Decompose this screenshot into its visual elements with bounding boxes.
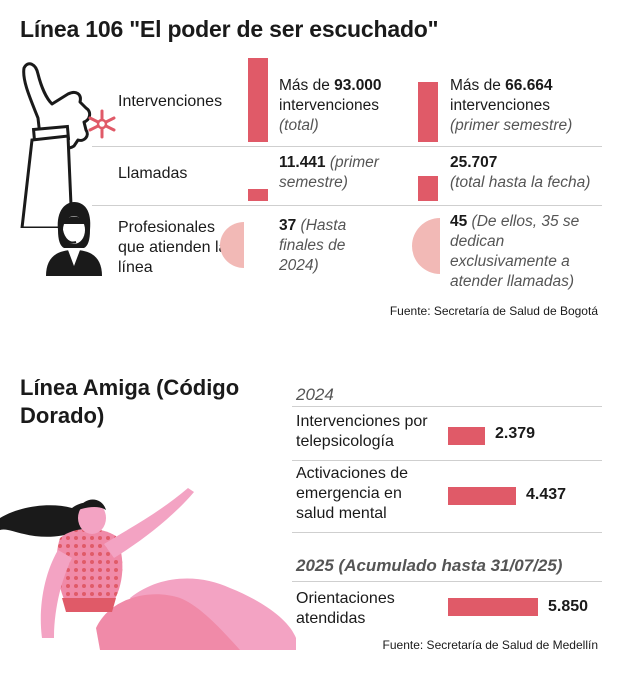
cell-note: (total hasta la fecha) [450,174,591,191]
cell-note: (De ellos, 35 se dedican exclusivamente … [450,213,580,290]
cell-value: 66.664 [505,77,553,94]
bar-orientaciones [448,598,538,616]
bar-telepsicologia [448,427,485,445]
value-activaciones: 4.437 [526,486,567,503]
label-activaciones: Activaciones de emergencia en salud ment… [296,465,409,522]
label-telepsicologia: Intervenciones por telepsicología [296,413,428,450]
operator-icon [46,202,102,276]
value-telepsicologia: 2.379 [495,425,536,442]
cell-calls-col1: 11.441 (primer semestre) [279,153,404,193]
bar-calls-col1 [248,189,268,201]
cell-unit: intervenciones [450,97,550,114]
row-label-professionals: Profesionales que atienden la línea [118,219,228,276]
cell-value: 11.441 [279,154,326,171]
source-bogota: Fuente: Secretaría de Salud de Bogotá [389,304,598,318]
cell-unit: intervenciones [279,97,379,114]
row-label-calls: Llamadas [118,165,188,182]
section1-title: Línea 106 "El poder de ser escuchado" [20,16,439,42]
section2-divider [292,581,602,582]
label-orientaciones: Orientaciones atendidas [296,590,395,627]
bar-interventions-col1 [248,58,268,142]
table-divider [92,205,602,206]
thumbs-up-illustration [20,62,92,228]
cell-note: (Hasta finales de 2024) [279,217,347,274]
cell-value: 93.000 [334,77,382,94]
source-medellin: Fuente: Secretaría de Salud de Medellín [382,638,598,652]
asterisk-icon [88,109,116,139]
value-orientaciones: 5.850 [548,598,589,615]
half-circle-professionals-col2 [412,218,440,274]
section2-divider [292,532,602,533]
cell-interventions-col1: Más de 93.000 intervenciones (total) [279,76,409,136]
cell-note: (primer semestre) [450,117,573,134]
table-divider [92,146,602,147]
year-2025: 2025 (Acumulado hasta 31/07/25) [296,556,563,575]
cell-note: (total) [279,117,319,134]
section2-divider [292,460,602,461]
cell-interventions-col2: Más de 66.664 intervenciones (primer seme… [450,76,600,136]
cell-value: 25.707 [450,154,498,171]
cell-value: 45 [450,213,468,230]
year-2024: 2024 [296,385,334,404]
row-label-interventions: Intervenciones [118,93,223,110]
section2-title: Línea Amiga (Código Dorado) [20,375,240,428]
cell-prefix: Más de [450,77,506,94]
woman-pointing-illustration [0,488,296,650]
cell-professionals-col1: 37 (Hasta finales de 2024) [279,216,369,276]
cell-prefix: Más de [279,77,335,94]
cell-note: (primer semestre) [279,154,379,191]
bar-activaciones [448,487,516,505]
cell-professionals-col2: 45 (De ellos, 35 se dedican exclusivamen… [450,212,600,292]
bar-interventions-col2 [418,82,438,142]
cell-calls-col2: 25.707 (total hasta la fecha) [450,153,610,193]
bar-calls-col2 [418,176,438,201]
cell-value: 37 [279,217,297,234]
section2-divider [292,406,602,407]
